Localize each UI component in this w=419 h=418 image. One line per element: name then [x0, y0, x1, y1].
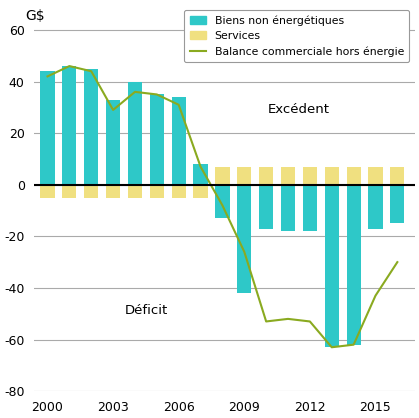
Bar [40, 71, 54, 185]
Bar [40, 185, 54, 198]
Text: Déficit: Déficit [124, 304, 168, 317]
Bar [259, 167, 273, 185]
Bar [237, 167, 251, 185]
Bar [259, 185, 273, 229]
Bar [194, 185, 208, 198]
Bar [368, 167, 383, 185]
Bar [390, 167, 404, 185]
Bar [390, 185, 404, 224]
Bar [84, 69, 98, 185]
Bar [325, 185, 339, 347]
Bar [215, 167, 230, 185]
Bar [172, 97, 186, 185]
Bar [281, 167, 295, 185]
Bar [128, 185, 142, 198]
Text: Excédent: Excédent [268, 102, 330, 115]
Bar [106, 99, 120, 185]
Bar [128, 82, 142, 185]
Bar [303, 185, 317, 231]
Bar [194, 164, 208, 185]
Bar [347, 185, 361, 345]
Bar [215, 185, 230, 218]
Bar [368, 185, 383, 229]
Bar [150, 185, 164, 198]
Bar [62, 66, 77, 185]
Bar [62, 185, 77, 198]
Bar [237, 185, 251, 293]
Legend: Biens non énergétiques, Services, Balance commerciale hors énergie: Biens non énergétiques, Services, Balanc… [184, 10, 409, 62]
Bar [347, 167, 361, 185]
Bar [303, 167, 317, 185]
Bar [172, 185, 186, 198]
Bar [106, 185, 120, 198]
Text: G$: G$ [26, 9, 45, 23]
Bar [325, 167, 339, 185]
Bar [150, 94, 164, 185]
Bar [84, 185, 98, 198]
Bar [281, 185, 295, 231]
